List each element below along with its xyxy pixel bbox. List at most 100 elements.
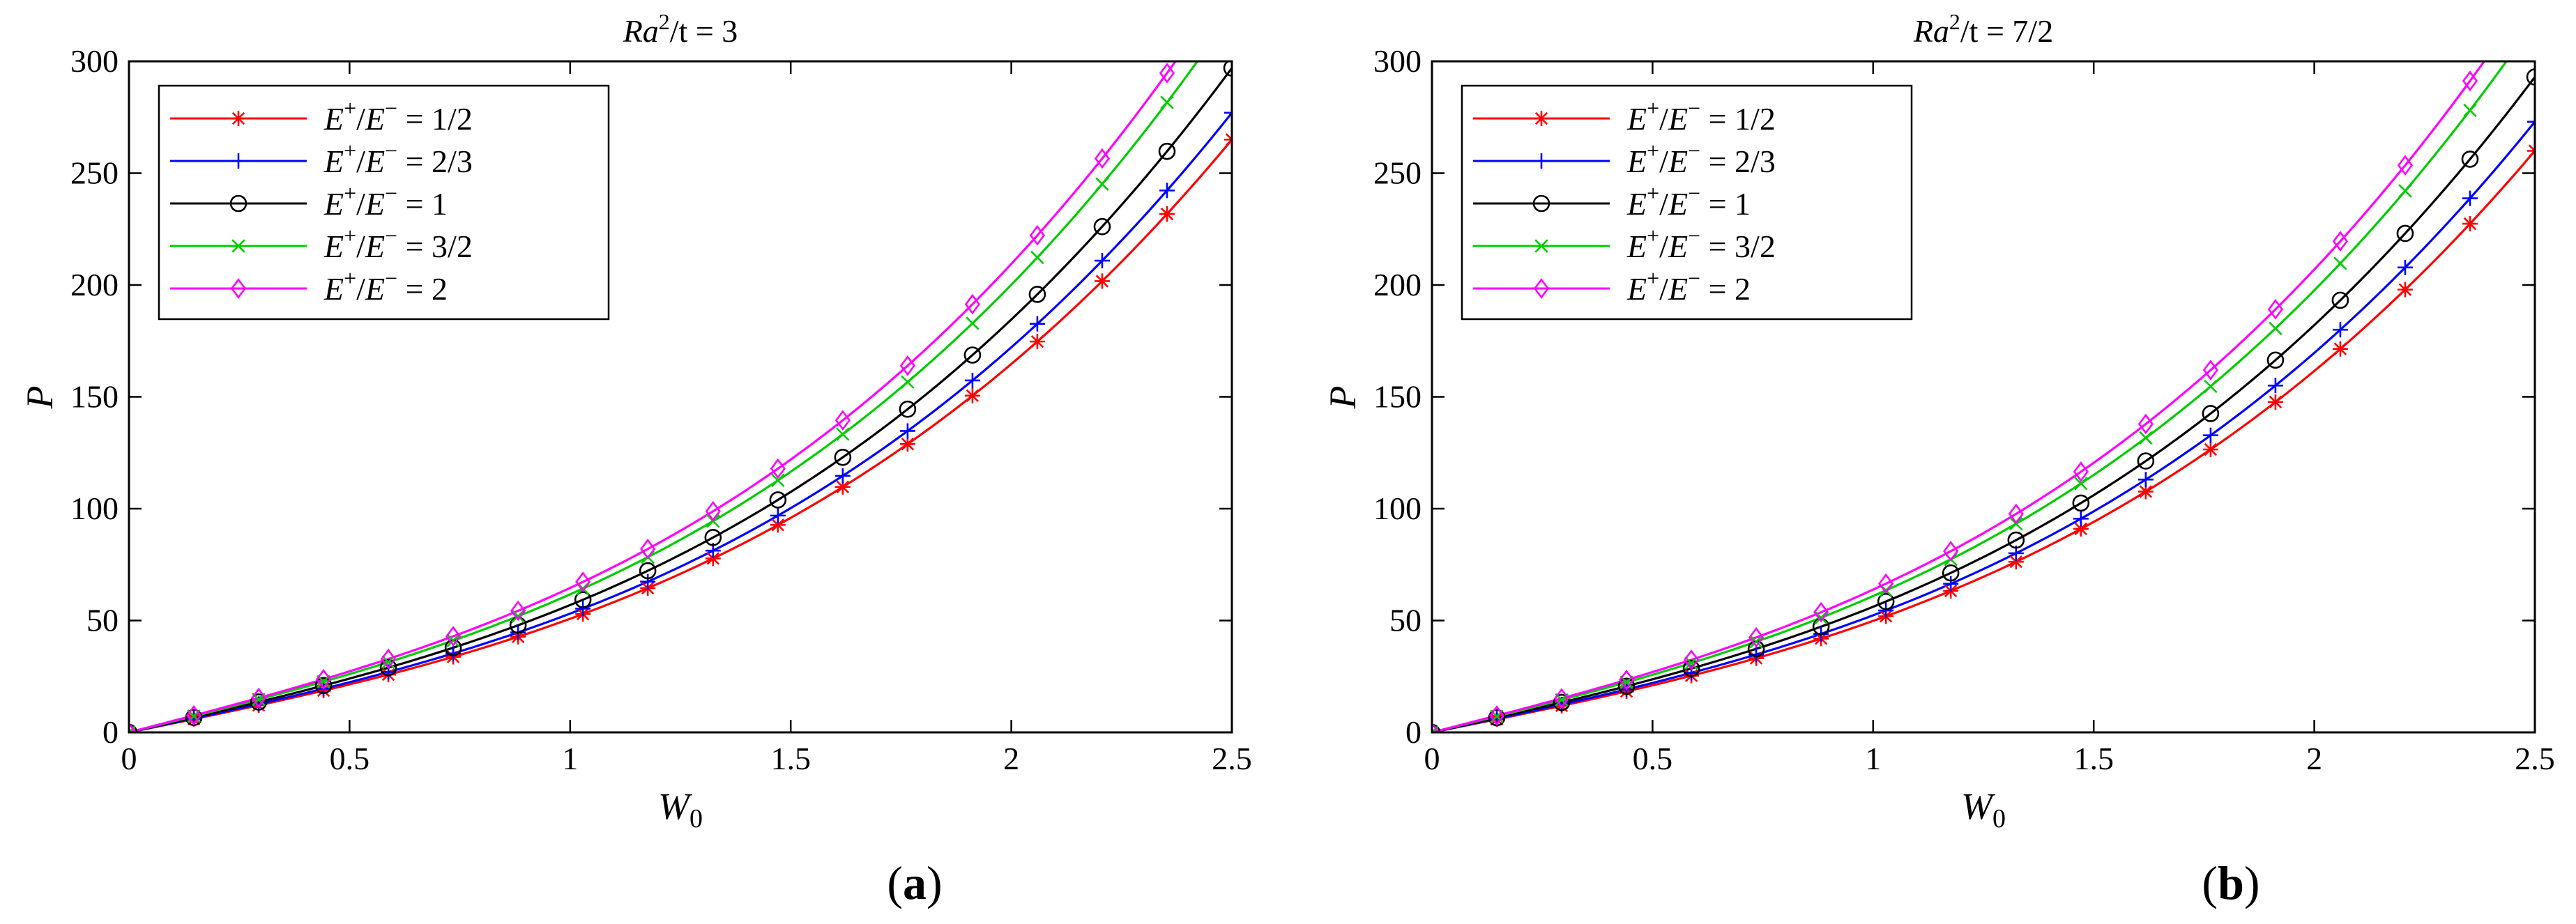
data-point [2266, 351, 2285, 369]
data-point [1553, 693, 1571, 711]
data-point [2202, 442, 2218, 458]
data-point [2139, 431, 2153, 445]
data-point [379, 659, 397, 677]
data-point [2462, 190, 2478, 206]
chart-title: Ra2/t = 3 [623, 9, 738, 49]
legend-label: E+/E− = 1/2 [1626, 95, 1776, 137]
x-axis-label: W0 [1961, 785, 2006, 833]
legend-label: E+/E− = 1 [323, 180, 448, 222]
legend-marker-glyph [1532, 194, 1550, 213]
data-point [836, 427, 850, 441]
data-point [2527, 114, 2535, 130]
data-point [901, 375, 915, 389]
x-tick-label: 1 [1865, 741, 1881, 776]
data-point [1943, 541, 1959, 562]
series-line [1432, 76, 2535, 732]
data-point [705, 550, 721, 567]
legend-label: E+/E− = 2/3 [323, 138, 473, 179]
data-point [2332, 231, 2349, 252]
y-tick-label: 300 [70, 43, 119, 79]
data-point [1812, 618, 1830, 636]
y-tick: 250 [70, 155, 1232, 191]
data-point [1159, 206, 1175, 222]
legend-entry: E+/E− = 2 [1473, 265, 1751, 307]
data-point [1683, 649, 1700, 670]
data-point [1223, 61, 1232, 77]
x-tick: 1 [562, 61, 578, 776]
data-point [315, 668, 332, 690]
data-point [899, 400, 917, 418]
y-tick-label: 100 [70, 491, 119, 526]
data-point [1617, 677, 1636, 695]
data-point [1943, 576, 1959, 592]
data-point [509, 616, 527, 634]
y-tick-label: 200 [70, 267, 119, 302]
legend-marker-glyph [231, 153, 246, 169]
legend-marker-glyph [1534, 153, 1549, 169]
x-tick: 0.5 [1633, 61, 1673, 776]
data-point [2526, 68, 2535, 86]
legend-marker-glyph [231, 239, 245, 253]
y-tick-label: 150 [1373, 379, 1422, 415]
x-tick: 1 [1865, 61, 1881, 776]
data-point [769, 491, 787, 509]
data-point [2462, 216, 2478, 232]
data-point [2073, 511, 2089, 527]
data-point [705, 500, 721, 522]
data-point [1095, 177, 1109, 191]
data-point [1158, 142, 1176, 160]
data-point [963, 346, 982, 364]
y-tick-label: 0 [102, 714, 119, 750]
x-tick-label: 0 [121, 741, 137, 776]
data-point [770, 507, 786, 523]
data-point [2267, 299, 2284, 320]
x-tick-label: 2 [2306, 741, 2322, 776]
legend-marker [1532, 194, 1550, 213]
y-tick-label: 300 [1373, 43, 1422, 79]
x-tick-label: 0.5 [1633, 741, 1673, 776]
y-axis-label: P [1322, 386, 1364, 410]
y-tick-label: 250 [1373, 155, 1422, 191]
data-point [129, 722, 137, 732]
x-tick-label: 2.5 [1212, 741, 1252, 776]
y-tick: 200 [70, 267, 1232, 302]
legend-marker [1534, 153, 1549, 169]
data-point [1942, 564, 1960, 582]
data-point [2397, 259, 2413, 275]
data-point [2463, 103, 2477, 117]
data-point [2333, 256, 2347, 270]
data-point [899, 436, 915, 452]
data-point [834, 468, 851, 484]
data-point [2332, 341, 2348, 357]
data-point [639, 562, 657, 580]
legend-entry: E+/E− = 2 [170, 265, 448, 307]
legend-label: E+/E− = 3/2 [323, 223, 473, 264]
data-point [314, 677, 333, 695]
legend-entry: E+/E− = 1/2 [1473, 95, 1776, 137]
data-point [1029, 316, 1045, 332]
data-point [1814, 610, 1828, 625]
data-point [1224, 132, 1232, 148]
x-tick-label: 1.5 [770, 741, 811, 776]
chart-title: Ra2/t = 7/2 [1913, 9, 2053, 49]
legend-marker-glyph [1534, 239, 1548, 253]
markers-group [129, 61, 1232, 732]
data-point [1093, 217, 1111, 236]
data-point [964, 293, 981, 315]
data-point [966, 316, 980, 330]
y-tick: 100 [1373, 491, 2535, 526]
data-point [770, 458, 786, 479]
data-point [2072, 494, 2090, 512]
data-point [2073, 461, 2089, 482]
legend-marker [231, 239, 245, 253]
data-point [1030, 250, 1044, 265]
data-point [2267, 378, 2283, 394]
y-tick-label: 250 [70, 155, 119, 191]
legend-entry: E+/E− = 2/3 [1473, 138, 1776, 179]
data-point [2462, 70, 2478, 91]
data-point [2527, 143, 2535, 159]
legend-marker-glyph [1533, 278, 1550, 299]
data-point [1432, 722, 1440, 732]
data-point [964, 387, 980, 403]
data-point [380, 648, 397, 670]
